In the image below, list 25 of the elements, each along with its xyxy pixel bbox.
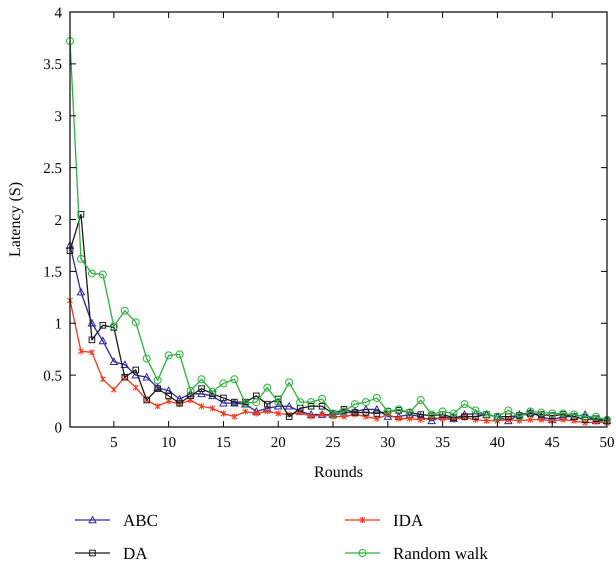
y-tick-label: 4 bbox=[54, 5, 62, 22]
y-tick-label: 2.5 bbox=[43, 160, 62, 177]
y-tick-label: 3.5 bbox=[43, 57, 62, 74]
y-tick-label: 2 bbox=[54, 212, 62, 229]
y-tick-label: 1.5 bbox=[43, 264, 62, 281]
x-tick-label: 20 bbox=[270, 435, 286, 451]
legend-label: DA bbox=[123, 544, 148, 563]
legend-label: ABC bbox=[123, 510, 158, 530]
legend-label: IDA bbox=[393, 510, 424, 530]
x-tick-label: 10 bbox=[161, 435, 176, 451]
x-tick-label: 50 bbox=[600, 435, 614, 451]
legend-label: Random walk bbox=[393, 544, 488, 563]
x-tick-label: 35 bbox=[435, 435, 450, 451]
y-tick-label: 0.5 bbox=[43, 368, 62, 384]
y-axis-title: Latency (S) bbox=[7, 182, 24, 258]
x-tick-label: 45 bbox=[544, 435, 560, 451]
x-tick-label: 40 bbox=[490, 435, 505, 451]
x-tick-label: 30 bbox=[380, 435, 396, 451]
y-tick-label: 1 bbox=[54, 316, 62, 332]
x-tick-label: 5 bbox=[110, 435, 118, 451]
x-tick-label: 25 bbox=[326, 435, 341, 451]
x-axis-title: Rounds bbox=[314, 464, 363, 481]
y-tick-label: 3 bbox=[54, 109, 62, 125]
x-tick-label: 15 bbox=[216, 435, 231, 451]
y-tick-label: 0 bbox=[54, 420, 62, 436]
